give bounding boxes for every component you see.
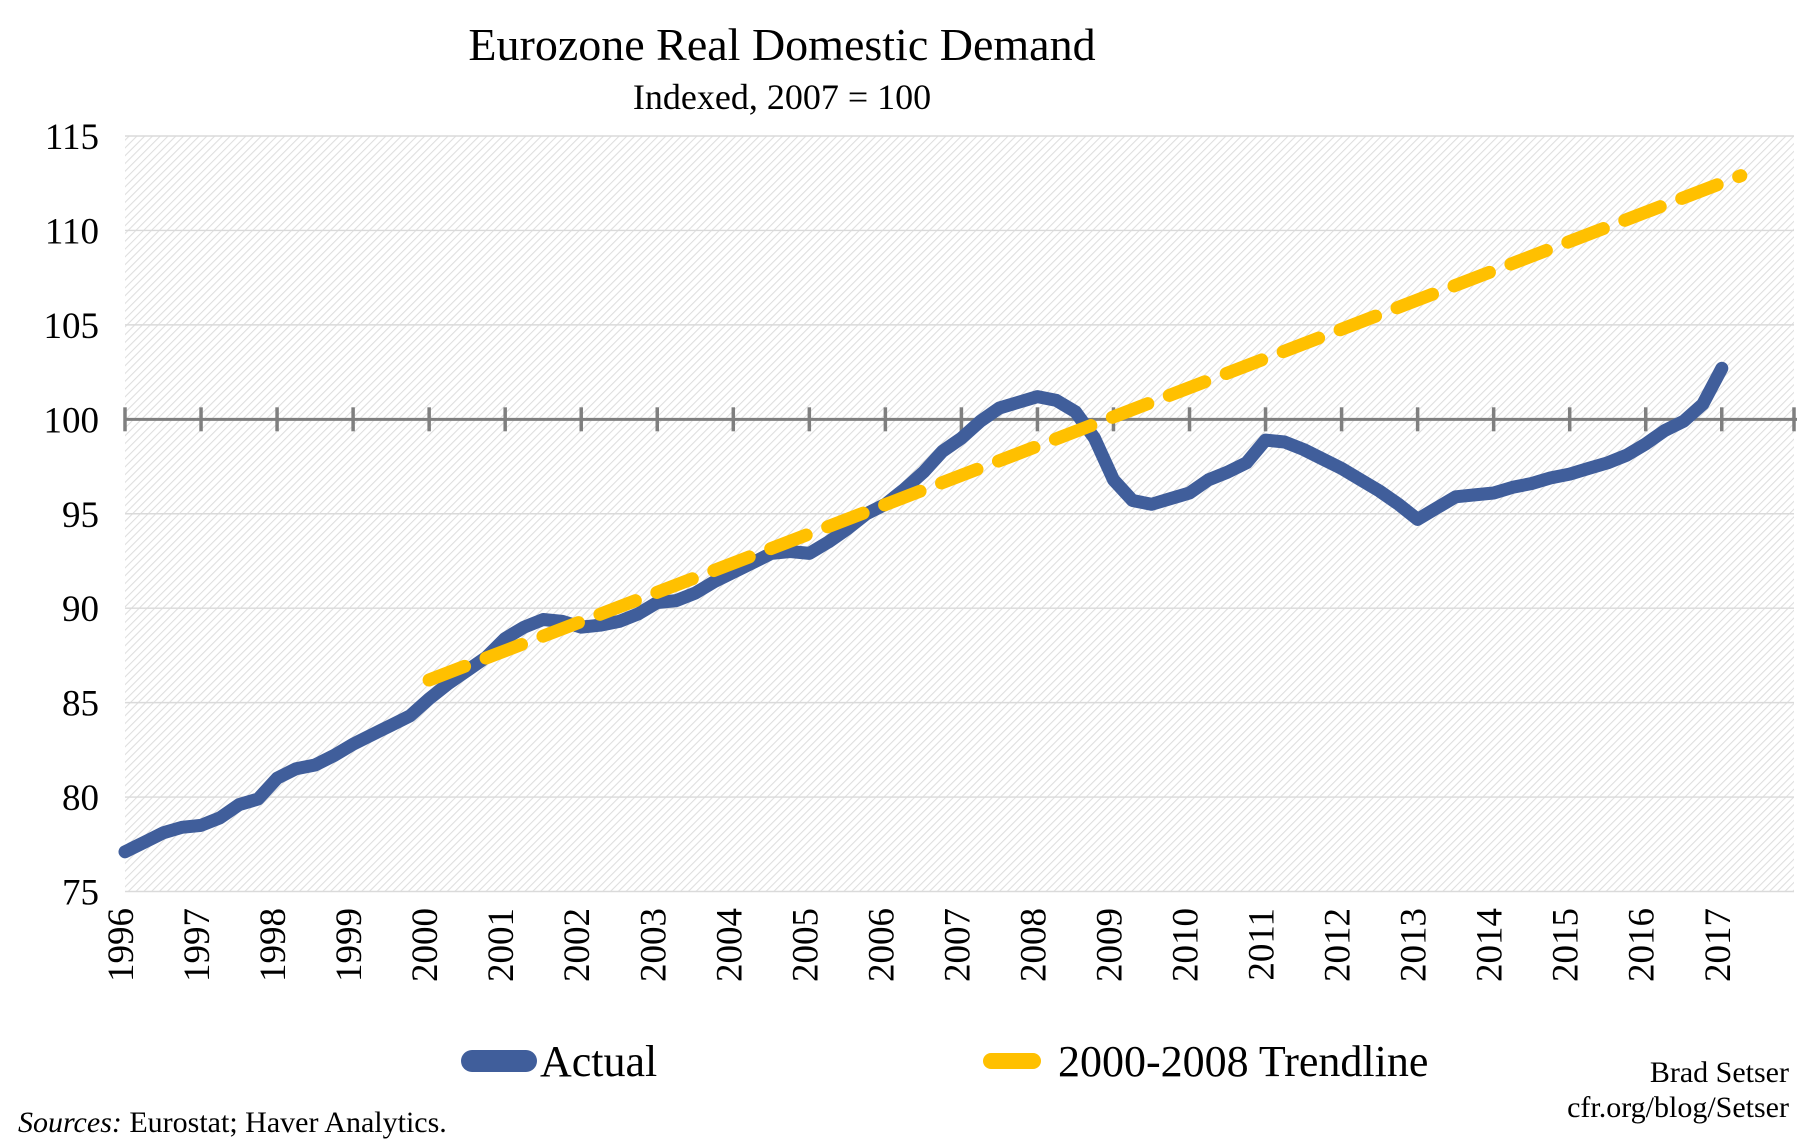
y-tick-label: 75 (62, 873, 99, 914)
x-tick-label: 2004 (709, 908, 750, 982)
trendline-series (422, 169, 1748, 687)
y-tick-label: 100 (44, 400, 100, 441)
x-tick-label: 2006 (861, 908, 902, 982)
y-tick-label: 80 (62, 778, 99, 819)
y-tick-label: 115 (45, 117, 99, 158)
x-tick-label: 2000 (405, 908, 446, 982)
legend-item-trendline: 2000-2008 Trendline (983, 1036, 1428, 1086)
x-tick-label: 2017 (1698, 908, 1739, 982)
legend-label-trendline: 2000-2008 Trendline (1058, 1036, 1429, 1086)
y-tick-label: 105 (44, 306, 100, 347)
x-tick-label: 2010 (1166, 908, 1207, 982)
y-tick-label: 85 (62, 684, 99, 725)
x-tick-label: 2002 (557, 908, 598, 982)
legend-item-actual: Actual (461, 1036, 657, 1086)
x-tick-label: 2013 (1394, 908, 1435, 982)
y-tick-label: 95 (62, 495, 99, 536)
chart-title: Eurozone Real Domestic Demand (468, 19, 1096, 70)
x-tick-label: 2001 (481, 908, 522, 982)
x-tick-label: 2011 (1242, 908, 1283, 981)
y-tick-label: 90 (62, 589, 99, 630)
x-tick-label: 2003 (633, 908, 674, 982)
sources-text: Eurostat; Haver Analytics. (121, 1106, 447, 1139)
x-tick-label: 1999 (329, 908, 370, 982)
x-tick-label: 2008 (1013, 908, 1054, 982)
x-tick-label: 2007 (937, 908, 978, 982)
x-tick-label: 2016 (1622, 908, 1663, 982)
trendline-series-marker (983, 1053, 1041, 1069)
x-tick-label: 2015 (1546, 908, 1587, 982)
x-tick-label: 1998 (253, 908, 294, 982)
credit-note: Brad Setser cfr.org/blog/Setser (1567, 1055, 1789, 1125)
actual-series-marker (461, 1050, 537, 1072)
y-tick-label: 110 (45, 211, 99, 252)
sources-note: Sources: Eurostat; Haver Analytics. (18, 1106, 447, 1140)
x-tick-label: 2014 (1470, 908, 1511, 982)
x-tick-label: 1996 (101, 908, 142, 982)
chart-subtitle: Indexed, 2007 = 100 (632, 77, 932, 117)
x-tick-label: 2012 (1318, 908, 1359, 982)
x-tick-label: 2009 (1089, 908, 1130, 982)
legend-label-actual: Actual (540, 1036, 658, 1086)
actual-series (118, 361, 1729, 859)
x-tick-label: 1997 (177, 908, 218, 982)
credit-author: Brad Setser (1649, 1056, 1789, 1089)
x-tick-label: 2005 (785, 908, 826, 982)
sources-label: Sources: (18, 1106, 122, 1139)
credit-url: cfr.org/blog/Setser (1567, 1091, 1789, 1124)
